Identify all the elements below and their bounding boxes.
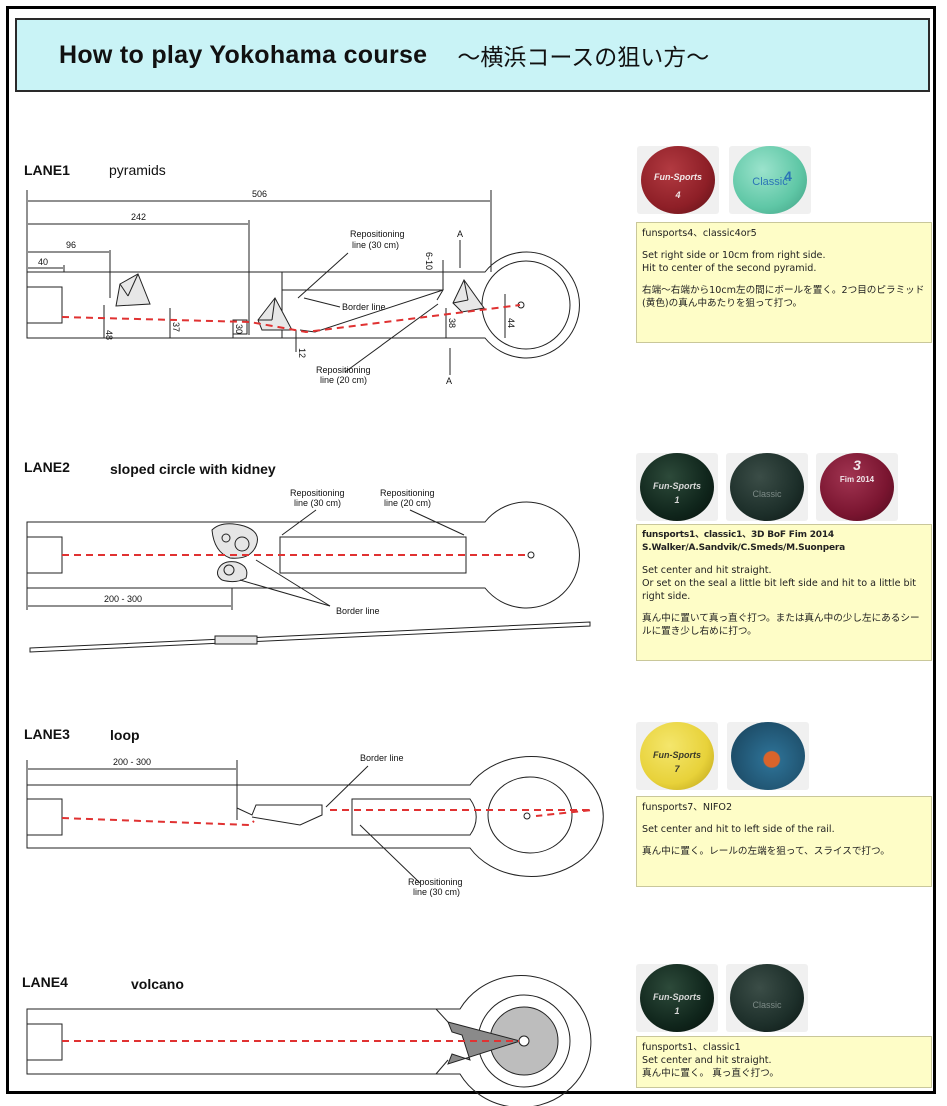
- title-english: How to play Yokohama course: [59, 40, 428, 69]
- lane3-diagram: 200 - 300 Border line Repositioning line…: [26, 753, 604, 897]
- lane4-note-balls: funsports1、classic1: [642, 1042, 741, 1053]
- lane1-dim-48: 48: [104, 330, 114, 340]
- lane1-section-a-bottom: A: [446, 376, 452, 386]
- lane1-dim-44: 44: [506, 318, 516, 328]
- lane1-repos20-label: Repositioning: [316, 365, 371, 375]
- lane1-dim-40: 40: [38, 257, 48, 267]
- lane1-dim-506: 506: [252, 189, 267, 199]
- lane2-title: LANE2: [24, 459, 70, 475]
- lane1-note-en-1: Set right side or 10cm from right side.: [642, 250, 826, 261]
- lane2-note-en-2: Or set on the seal a little bit left sid…: [642, 578, 917, 602]
- lane1-title: LANE1: [24, 162, 70, 178]
- lane4-note-jp: 真ん中に置く。 真っ直ぐ打つ。: [642, 1068, 779, 1079]
- lane4-note-en-1: Set center and hit straight.: [642, 1055, 772, 1066]
- lane1-repos30-label-b: line (30 cm): [352, 240, 399, 250]
- lane4-diagram: [26, 975, 592, 1106]
- lane3-note: funsports7、NIFO2 Set center and hit to l…: [636, 796, 932, 887]
- lane2-border-label: Border line: [336, 606, 380, 616]
- lane3-ball-1: Fun-Sports 7: [636, 722, 718, 790]
- lane2-repos20-label-b: line (20 cm): [384, 498, 431, 508]
- lane2-ball-3: 3 Fim 2014: [816, 453, 898, 521]
- page-frame: [6, 6, 936, 1094]
- lane3-repos30-label: Repositioning: [408, 877, 463, 887]
- title-banner: How to play Yokohama course 〜横浜コースの狙い方〜: [15, 18, 930, 92]
- lane1-name: pyramids: [109, 162, 166, 178]
- lane2-note-balls: funsports1、classic1、3D BoF Fim 2014: [642, 530, 834, 540]
- lane2-ball-1: Fun-Sports 1: [636, 453, 718, 521]
- lane2-range-label: 200 - 300: [104, 594, 142, 604]
- lane4-ball-1: Fun-Sports 1: [636, 964, 718, 1032]
- lane1-dim-37: 37: [171, 322, 181, 332]
- lane3-note-jp: 真ん中に置く。レールの左端を狙って、スライスで打つ。: [642, 846, 890, 857]
- lane4-ball-2: Classic: [726, 964, 808, 1032]
- lane1-ball-1: Fun-Sports 4: [637, 146, 719, 214]
- lane3-ball-2: [727, 722, 809, 790]
- lane2-name: sloped circle with kidney: [110, 461, 276, 477]
- lane4-name: volcano: [131, 976, 184, 992]
- lane1-note-balls: funsports4、classic4or5: [642, 228, 757, 239]
- lane1-note: funsports4、classic4or5 Set right side or…: [636, 222, 932, 343]
- lane1-dim-6-10: 6-10: [424, 252, 434, 270]
- lane2-repos20-label: Repositioning: [380, 488, 435, 498]
- lane2-diagram: Repositioning line (30 cm) Repositioning…: [26, 488, 591, 653]
- lane1-dim-30: 30: [234, 324, 244, 334]
- lane1-diagram: 506 242 96 40 48 37 30 12 6-10 38 44 A A…: [26, 189, 580, 386]
- lane2-repos30-label: Repositioning: [290, 488, 345, 498]
- lane3-repos30-label-b: line (30 cm): [413, 887, 460, 897]
- lane1-note-jp: 右端〜右端から10cm左の間にボールを置く。2つ目のピラミッド(黄色)の真ん中あ…: [642, 285, 925, 309]
- lane1-dim-38: 38: [447, 318, 457, 328]
- lane1-note-en-2: Hit to center of the second pyramid.: [642, 263, 817, 274]
- lane1-dim-242: 242: [131, 212, 146, 222]
- lane1-dim-96: 96: [66, 240, 76, 250]
- lane3-border-label: Border line: [360, 753, 404, 763]
- lane2-note-en-1: Set center and hit straight.: [642, 565, 772, 576]
- lane1-repos30-label: Repositioning: [350, 229, 405, 239]
- lane2-note-jp: 真ん中に置いて真っ直ぐ打つ。または真ん中の少し左にあるシールに置き少し右めに打つ…: [642, 613, 920, 637]
- lane2-note-names: S.Walker/A.Sandvik/C.Smeds/M.Suonpera: [642, 543, 846, 553]
- lane1-ball-2: Classic 4: [729, 146, 811, 214]
- lane4-note: funsports1、classic1 Set center and hit s…: [636, 1036, 932, 1088]
- lane1-border-label: Border line: [342, 302, 386, 312]
- lane1-repos20-label-b: line (20 cm): [320, 375, 367, 385]
- lane3-title: LANE3: [24, 726, 70, 742]
- lane2-repos30-label-b: line (30 cm): [294, 498, 341, 508]
- title-japanese: 〜横浜コースの狙い方〜: [457, 45, 710, 71]
- lane4-title: LANE4: [22, 974, 68, 990]
- lane3-note-balls: funsports7、NIFO2: [642, 802, 733, 813]
- lane2-note: funsports1、classic1、3D BoF Fim 2014 S.Wa…: [636, 524, 932, 661]
- lane3-name: loop: [110, 727, 140, 743]
- lane3-range-label: 200 - 300: [113, 757, 151, 767]
- lane3-note-en-1: Set center and hit to left side of the r…: [642, 824, 835, 835]
- lane1-section-a-top: A: [457, 229, 463, 239]
- lane2-ball-2: Classic: [726, 453, 808, 521]
- lane1-dim-12: 12: [297, 348, 307, 358]
